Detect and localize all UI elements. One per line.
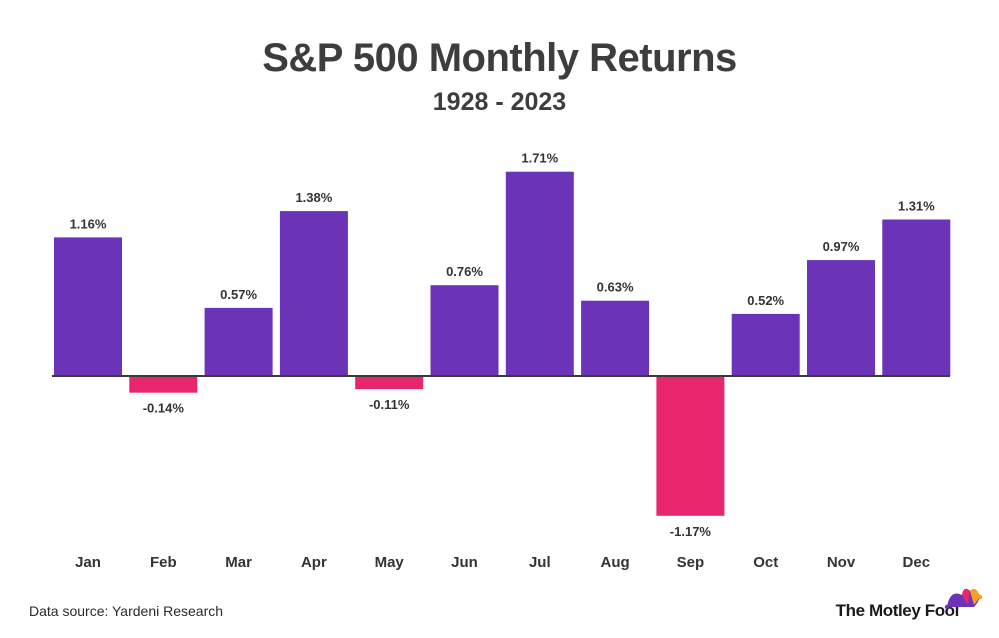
x-tick-label-oct: Oct [753, 554, 778, 571]
x-tick-label-jan: Jan [75, 554, 101, 571]
bar-sep [656, 376, 725, 516]
bar-aug [581, 300, 650, 376]
bar-apr [279, 211, 348, 376]
bar-jul [505, 171, 574, 376]
data-label-aug: 0.63% [597, 280, 634, 295]
bar-jan [54, 237, 122, 376]
data-label-apr: 1.38% [295, 190, 332, 205]
data-source-note: Data source: Yardeni Research [29, 603, 224, 619]
x-tick-label-jul: Jul [529, 554, 551, 571]
bar-jun [430, 285, 499, 376]
data-label-oct: 0.52% [747, 293, 784, 308]
x-tick-label-sep: Sep [677, 554, 705, 571]
bar-oct [731, 313, 800, 376]
jester-hat-icon [944, 588, 983, 610]
data-label-jul: 1.71% [521, 151, 558, 166]
bar-nov [807, 260, 875, 376]
data-label-jun: 0.76% [446, 264, 483, 279]
bar-feb [129, 376, 198, 393]
data-label-dec: 1.31% [898, 199, 935, 214]
chart-title: S&P 500 Monthly Returns [262, 36, 737, 80]
x-tick-label-jun: Jun [451, 554, 478, 571]
data-label-jan: 1.16% [70, 216, 107, 231]
x-tick-label-aug: Aug [601, 554, 630, 571]
x-tick-label-nov: Nov [827, 554, 856, 571]
x-tick-label-feb: Feb [150, 554, 177, 571]
x-tick-label-apr: Apr [301, 554, 327, 571]
chart-subtitle: 1928 - 2023 [432, 88, 567, 116]
x-tick-label-mar: Mar [225, 554, 252, 571]
x-tick-label-may: May [375, 554, 405, 571]
data-label-nov: 0.97% [823, 239, 860, 254]
brand-name: The Motley Fool [835, 601, 960, 620]
bar-mar [204, 307, 273, 376]
data-label-may: -0.11% [369, 397, 410, 412]
data-label-mar: 0.57% [220, 287, 257, 302]
bar-may [355, 376, 424, 390]
data-label-feb: -0.14% [143, 401, 185, 416]
data-label-sep: -1.17% [670, 524, 712, 539]
x-tick-label-dec: Dec [903, 554, 931, 571]
bar-dec [882, 219, 951, 376]
